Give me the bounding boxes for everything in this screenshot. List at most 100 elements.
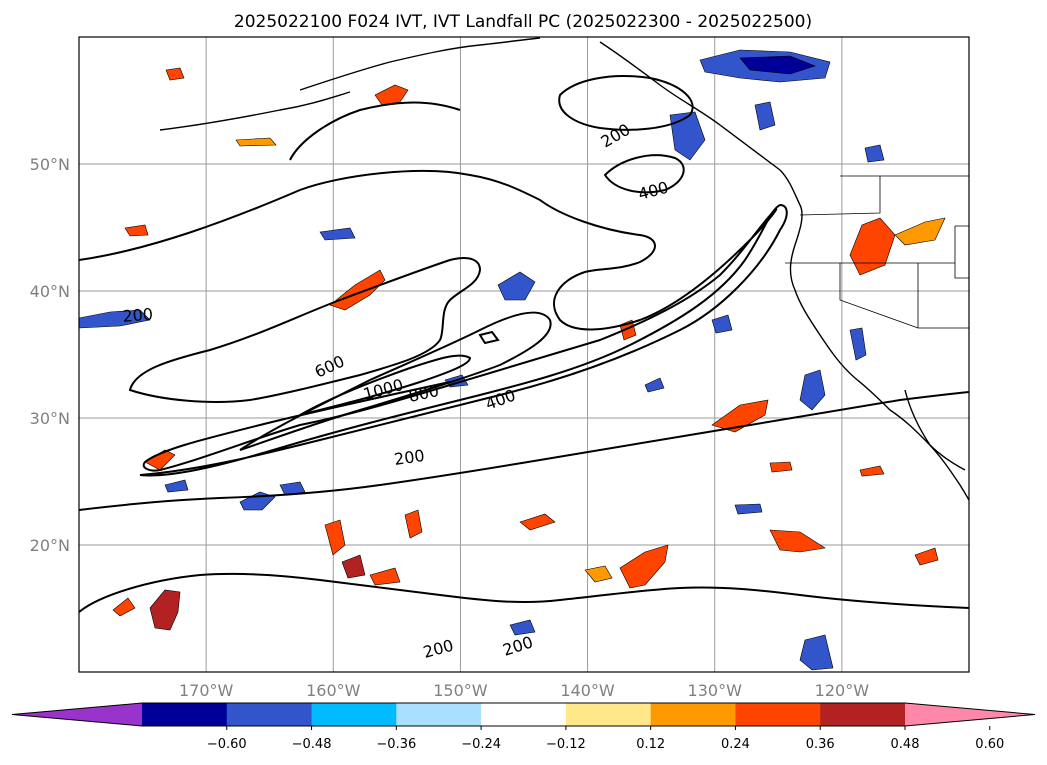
anomaly-patch	[164, 479, 189, 493]
ivt-contour-1000	[299, 354, 472, 416]
anomaly-patch	[374, 84, 409, 106]
ivt-contour-200-north	[79, 169, 778, 472]
latitude-tick-label: 20°N	[30, 536, 70, 555]
state-border	[839, 263, 969, 329]
latitude-tick-label: 40°N	[30, 282, 70, 301]
state-border	[799, 176, 881, 216]
anomaly-patch	[112, 597, 136, 617]
anomaly-patch	[849, 327, 867, 361]
map-background	[79, 37, 969, 672]
latitude-tick-label: 50°N	[30, 155, 70, 174]
colorbar: −0.60 −0.48 −0.36 −0.24 −0.12 0.12 0.24 0.36 0.4…	[11, 702, 1036, 752]
latitude-tick-label: 30°N	[30, 409, 70, 428]
ivt-contours	[79, 75, 969, 613]
anomaly-patch	[914, 547, 939, 566]
colorbar-segment	[311, 703, 397, 726]
map-frame	[78, 36, 970, 673]
colorbar-tick-label: 0.36	[806, 737, 835, 752]
state-border	[954, 225, 969, 279]
gridlines	[79, 37, 969, 672]
colorbar-segment	[142, 703, 228, 726]
longitude-tick-label: 130°W	[688, 681, 743, 700]
state-borders	[785, 175, 969, 329]
anomaly-patch	[329, 269, 386, 311]
anomaly-patch	[644, 377, 665, 393]
anomaly-patch	[509, 619, 536, 636]
colorbar-segment	[396, 703, 482, 726]
contour-label: 200	[393, 446, 426, 469]
anomaly-patch	[711, 314, 733, 334]
anomaly-patch	[584, 565, 613, 583]
coastlines	[159, 37, 969, 501]
colorbar-segment	[820, 703, 906, 726]
aleutian-islands	[159, 91, 351, 131]
longitude-tick-label: 150°W	[433, 681, 488, 700]
anomaly-patch	[124, 224, 149, 237]
colorbar-tick-label: −0.12	[546, 737, 586, 752]
longitude-tick-label: 120°W	[815, 681, 870, 700]
colorbar-segment	[481, 703, 567, 726]
anomaly-patch	[799, 369, 826, 411]
anomaly-patch	[165, 67, 185, 81]
anomaly-patch	[279, 481, 306, 496]
west-coast-coastline	[599, 41, 969, 501]
latitude-labels: 20°N 30°N 40°N 50°N	[30, 155, 70, 555]
colorbar-tick-label: −0.36	[376, 737, 416, 752]
anomaly-patch	[319, 227, 356, 241]
anomaly-patch	[404, 509, 423, 539]
colorbar-tick-label: −0.48	[292, 737, 332, 752]
longitude-tick-label: 160°W	[306, 681, 361, 700]
anomaly-patch	[324, 519, 346, 556]
map-panel: 200 400 400 600 800 1000 200 200 200 200	[79, 37, 969, 672]
anomaly-patch	[149, 589, 181, 631]
colorbar-segment	[565, 703, 652, 726]
anomaly-patch	[799, 634, 834, 671]
ivt-contour-200-gulf	[558, 75, 694, 131]
colorbar-outline	[11, 702, 1036, 727]
map-title: 2025022100 F024 IVT, IVT Landfall PC (20…	[234, 12, 812, 32]
colorbar-segment	[226, 703, 313, 726]
anomaly-patch	[864, 144, 885, 163]
anomaly-patch	[79, 309, 151, 329]
ivt-contour-closed	[478, 330, 500, 345]
negative-anomaly-shading	[79, 49, 885, 671]
colorbar-tick-label: −0.60	[207, 737, 247, 752]
colorbar-extend-high	[905, 703, 1035, 726]
longitude-labels: 170°W 160°W 150°W 140°W 130°W 120°W	[179, 681, 869, 700]
anomaly-patch	[235, 137, 277, 147]
anomaly-patch	[859, 465, 885, 477]
ivt-contour-400	[139, 203, 788, 477]
colorbar-tick-label: 0.24	[721, 737, 750, 752]
colorbar-extend-low	[12, 703, 142, 726]
anomaly-patch	[734, 503, 763, 515]
anomaly-patch	[497, 271, 536, 301]
positive-anomaly-shading	[112, 67, 946, 631]
anomaly-patch	[711, 399, 769, 433]
colorbar-segment	[735, 703, 821, 726]
longitude-tick-label: 170°W	[179, 681, 234, 700]
anomaly-patch	[369, 567, 401, 586]
ivt-contour-200-tropics	[79, 572, 969, 613]
anomaly-patch	[754, 101, 776, 131]
ivt-contour-800	[239, 311, 552, 451]
alaska-peninsula-coastline	[299, 37, 541, 91]
anomaly-patch	[519, 513, 556, 531]
ivt-contour-400-gulf	[603, 154, 685, 194]
ivt-contour-600	[128, 257, 482, 403]
anomaly-patch	[769, 529, 826, 553]
anomaly-patch	[894, 217, 946, 246]
baja-california	[904, 389, 966, 471]
ivt-contour-200-aux	[289, 101, 461, 161]
anomaly-patch	[341, 554, 366, 579]
longitude-tick-label: 140°W	[560, 681, 615, 700]
colorbar-tick-label: 0.60	[975, 737, 1004, 752]
colorbar-segment	[650, 703, 736, 726]
colorbar-tick-label: −0.24	[461, 737, 501, 752]
colorbar-tick-label: 0.12	[636, 737, 665, 752]
anomaly-patch	[739, 55, 816, 75]
colorbar-tick-label: 0.48	[891, 737, 920, 752]
anomaly-patch	[769, 461, 793, 473]
ivt-contour-200-south	[79, 391, 969, 511]
anomaly-patch	[619, 544, 669, 589]
